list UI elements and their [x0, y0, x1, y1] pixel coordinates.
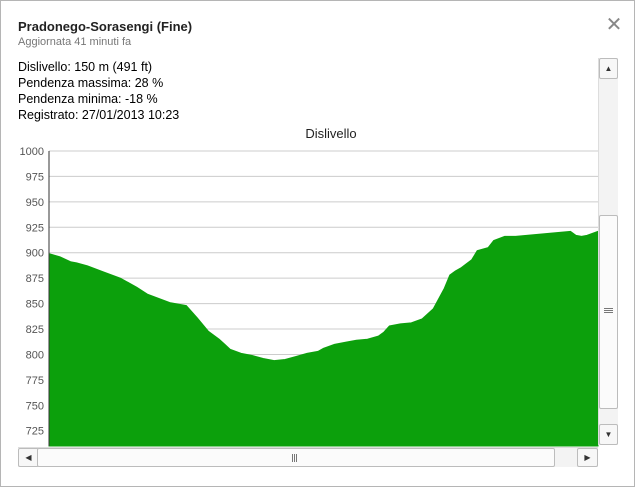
dislivello-text: Dislivello: 150 m (491 ft): [18, 60, 153, 74]
scroll-down-button[interactable]: ▼: [599, 424, 618, 445]
y-tick-label: 825: [26, 324, 44, 336]
horizontal-scrollbar[interactable]: ◀ ▶: [18, 447, 598, 467]
grip-icon: [292, 454, 298, 462]
y-tick-label: 850: [26, 299, 44, 311]
elevation-area: [48, 230, 599, 447]
y-tick-label: 875: [26, 273, 44, 285]
pendenza-massima-text: Pendenza massima: 28 %: [18, 76, 164, 90]
registrato-text: Registrato: 27/01/2013 10:23: [18, 108, 180, 122]
pendenza-minima-text: Pendenza minima: -18 %: [18, 92, 158, 106]
y-tick-label: 800: [26, 349, 44, 361]
y-tick-label: 950: [26, 197, 44, 209]
chart-title: Dislivello: [305, 126, 356, 141]
close-icon[interactable]: ✕: [605, 14, 623, 36]
y-tick-label: 925: [26, 222, 44, 234]
y-tick-label: 775: [26, 375, 44, 387]
scroll-left-button[interactable]: ◀: [18, 448, 39, 467]
y-tick-label: 975: [26, 171, 44, 183]
horizontal-scroll-thumb[interactable]: [37, 448, 555, 467]
track-info: Dislivello: 150 m (491 ft) Pendenza mass…: [18, 59, 179, 123]
scroll-right-button[interactable]: ▶: [577, 448, 598, 467]
dialog-title: Pradonego-Sorasengi (Fine): [18, 19, 193, 34]
dialog-subtitle: Aggiornata 41 minuti fa: [18, 36, 132, 48]
y-tick-label: 900: [26, 248, 44, 260]
y-tick-label: 1000: [20, 146, 44, 158]
scroll-up-button[interactable]: ▲: [599, 58, 618, 79]
y-tick-label: 725: [26, 426, 44, 438]
y-tick-label: 750: [26, 400, 44, 412]
vertical-scroll-thumb[interactable]: [599, 215, 618, 409]
vertical-scrollbar[interactable]: ▲ ▼: [598, 58, 618, 445]
elevation-chart: Dislivello 1000 975 950 925 900 875 850 825 800 77…: [20, 126, 599, 447]
grip-icon: [604, 308, 613, 314]
